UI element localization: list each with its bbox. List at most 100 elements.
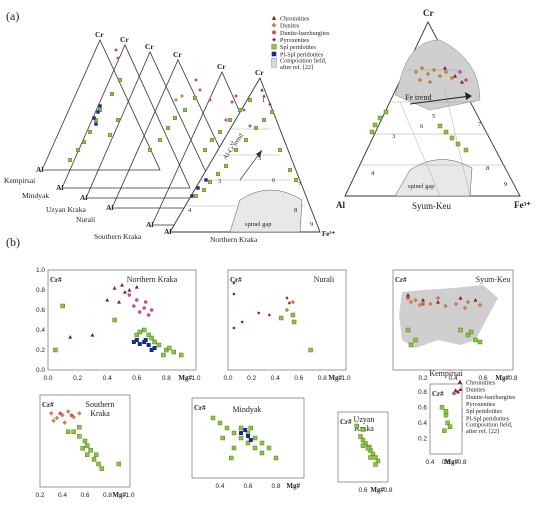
point-spl-peridotites <box>65 429 71 434</box>
point-dunite-harzburgites <box>142 306 146 310</box>
apex-fe-stack: Fe³⁺ <box>322 230 335 238</box>
y-axis-label: Cr# <box>50 276 62 284</box>
legend-marker-3 <box>272 37 276 42</box>
syum-point-layer <box>369 65 469 153</box>
point-spl-peridotites <box>468 329 474 335</box>
point-spl-peridotites <box>477 339 483 345</box>
point-spl-peridotites <box>210 415 216 421</box>
point-spl-peridotites <box>99 466 105 471</box>
ternary-point <box>234 94 238 98</box>
syum-ternary-point <box>443 69 449 75</box>
ternary-point <box>118 78 122 82</box>
point-dunite-harzburgites <box>69 413 74 418</box>
point-spl-peridotites <box>365 446 371 451</box>
legend-label-5: Pl-Spl peridotites <box>466 415 510 422</box>
point-chromitites <box>134 285 139 289</box>
point-spl-peridotites <box>228 455 234 461</box>
point-spl-peridotites <box>405 327 411 333</box>
point-spl-peridotites <box>82 438 88 444</box>
x-axis-label: Mg# <box>112 491 126 499</box>
y-axis-label: Cr# <box>42 401 54 409</box>
point-pyroxenites <box>267 313 271 317</box>
point-spl-peridotites <box>259 450 265 456</box>
ternary-point <box>203 148 207 152</box>
point-dunite-harzburgites <box>135 298 139 302</box>
point-pl-spl-peridotites <box>239 431 243 435</box>
x-tick-label: 0.4 <box>58 492 67 499</box>
syum-field-4: 4 <box>371 170 375 177</box>
point-spl-peridotites <box>443 412 449 418</box>
point-spl-peridotites <box>231 445 237 451</box>
point-spl-peridotites <box>80 446 85 451</box>
point-chromitites <box>473 298 478 302</box>
ternary-point <box>270 110 274 114</box>
field-5-label: 5 <box>258 155 261 162</box>
point-spl-peridotites <box>238 425 244 431</box>
x-tick-label: 0.2 <box>73 375 82 382</box>
field-8-label: 8 <box>294 207 297 214</box>
point-chromitites <box>117 300 122 304</box>
x-tick-label: 0.4 <box>103 375 112 382</box>
ternary-point <box>208 98 212 102</box>
syum-ternary-point <box>437 123 443 129</box>
point-spl-peridotites <box>77 425 82 430</box>
point-dunites <box>413 297 418 303</box>
legend-field-label: Composition field, <box>466 422 513 429</box>
point-dunites <box>65 409 71 414</box>
point-spl-peridotites <box>360 437 366 443</box>
y-tick-label: 1.0 <box>36 267 45 274</box>
point-pyroxenites <box>257 311 261 315</box>
plot-kempirsai: 0.4 0.6 0.8 0.8 0.6 0.4 0.2 Mg# Cr# Kempirsai <box>418 369 467 466</box>
point-dunites <box>290 299 296 305</box>
apex-cr-mindyak: Cr <box>120 35 129 44</box>
point-spl-peridotites <box>273 455 279 461</box>
ternary-point <box>174 98 178 102</box>
ternary-point <box>68 158 72 162</box>
point-dunites <box>49 411 54 416</box>
y-tick-label: 0.0 <box>36 367 45 374</box>
legend-bottom: ChromititesDunitesDunite-harzburgitesPyr… <box>457 379 516 435</box>
y-axis-label: Cr# <box>340 418 352 426</box>
label-southern-kraka: Southern Kraka <box>94 232 142 241</box>
x-tick-label: 0.6 <box>358 487 367 494</box>
x-tick-label: 0.0 <box>43 375 52 382</box>
plot-frame <box>227 269 347 371</box>
legend-label-1: Dunites <box>466 387 486 394</box>
x-tick-label: 0.4 <box>448 375 457 382</box>
point-pyroxenites <box>287 301 291 305</box>
ternary-point <box>248 98 252 102</box>
ternary-point <box>262 94 266 98</box>
x-tick-label: 0.8 <box>271 483 280 490</box>
y-tick-label: 0.2 <box>418 435 427 442</box>
field-6-label: 6 <box>272 177 276 184</box>
x-tick-label: 0.8 <box>508 375 517 382</box>
point-spl-peridotites <box>231 430 237 436</box>
point-dunites <box>284 307 290 313</box>
point-spl-peridotites <box>161 352 166 358</box>
syum-ternary-point <box>458 70 462 74</box>
y-tick-label: 0.8 <box>36 287 45 294</box>
x-tick-label: 0.0 <box>223 375 232 382</box>
point-dunites <box>453 301 459 307</box>
syum-keu-name: Syum-Keu <box>412 201 451 211</box>
y-tick-label: 0.2 <box>36 347 45 354</box>
point-chromitites <box>105 298 110 302</box>
legend-field-label-ref: after ref. [22] <box>466 428 499 435</box>
syum-ternary-point <box>443 129 449 135</box>
point-chromitites <box>90 333 95 337</box>
ternary-point <box>94 118 98 122</box>
ternary-point <box>110 92 114 96</box>
syum-field-9: 9 <box>504 181 507 188</box>
point-pl-spl-peridotites <box>143 338 148 342</box>
ternary-point <box>76 148 80 152</box>
ternary-mindyak <box>61 44 191 189</box>
ternary-point <box>183 108 187 112</box>
x-tick-label: 0.4 <box>215 483 224 490</box>
point-dunites <box>51 418 56 423</box>
x-tick-label: 0.8 <box>162 375 171 382</box>
syum-ternary-point <box>463 147 469 153</box>
legend-label-0: Chromitites <box>280 15 310 22</box>
y-axis-label: Cr# <box>194 404 206 412</box>
point-spl-peridotites <box>116 461 121 467</box>
apex-al-uzyan: Al <box>80 193 88 202</box>
